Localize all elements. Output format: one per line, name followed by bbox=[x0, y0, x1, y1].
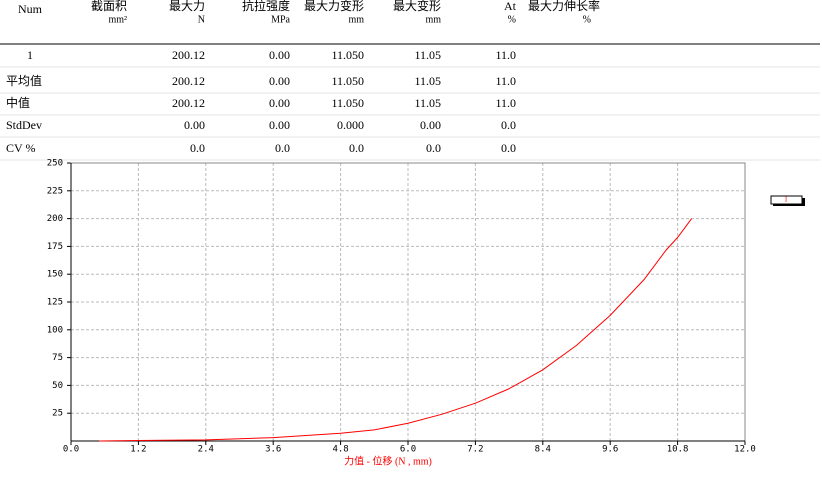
cell: 11.050 bbox=[331, 48, 364, 62]
cell: 11.0 bbox=[495, 74, 516, 88]
column-header: 最大力 bbox=[169, 0, 205, 13]
column-unit: % bbox=[508, 14, 516, 25]
y-tick-label: 225 bbox=[47, 186, 63, 196]
x-tick-label: 0.0 bbox=[63, 445, 79, 455]
cell: 0.000 bbox=[337, 118, 364, 132]
y-tick-label: 75 bbox=[52, 353, 63, 363]
cell: 11.05 bbox=[414, 74, 441, 88]
legend-box bbox=[770, 195, 803, 205]
cell: 0.0 bbox=[501, 141, 516, 155]
cell: 11.050 bbox=[331, 96, 364, 110]
column-unit: mm bbox=[425, 14, 441, 25]
y-tick-label: 50 bbox=[52, 381, 63, 391]
cell: 0.00 bbox=[269, 96, 290, 110]
x-tick-label: 2.4 bbox=[198, 445, 214, 455]
column-header: 抗拉强度 bbox=[242, 0, 290, 13]
column-header: 截面积 bbox=[91, 0, 127, 13]
row-label: StdDev bbox=[6, 118, 42, 132]
column-header: 最大变形 bbox=[393, 0, 441, 13]
cell: 0.00 bbox=[184, 118, 205, 132]
x-tick-label: 8.4 bbox=[535, 445, 551, 455]
cell: 11.0 bbox=[495, 96, 516, 110]
x-tick-label: 3.6 bbox=[265, 445, 281, 455]
y-tick-label: 25 bbox=[52, 409, 63, 419]
x-axis-label: 力值 - 位移 (N , mm) bbox=[344, 454, 432, 467]
y-tick-label: 150 bbox=[47, 270, 63, 280]
cell: 0.0 bbox=[275, 141, 290, 155]
column-header: Num bbox=[18, 2, 43, 16]
legend-entry: 1 bbox=[784, 196, 788, 204]
column-header: 最大力伸长率 bbox=[528, 0, 600, 13]
x-tick-label: 12.0 bbox=[734, 445, 756, 455]
x-tick-label: 7.2 bbox=[467, 445, 483, 455]
column-header: At bbox=[504, 0, 517, 13]
x-tick-label: 4.8 bbox=[332, 445, 348, 455]
column-unit: mm² bbox=[108, 14, 127, 25]
cell: 0.00 bbox=[269, 118, 290, 132]
cell: 0.00 bbox=[269, 48, 290, 62]
cell: 0.0 bbox=[501, 118, 516, 132]
y-tick-label: 175 bbox=[47, 242, 63, 252]
column-unit: mm bbox=[348, 14, 364, 25]
y-tick-label: 200 bbox=[47, 214, 63, 224]
cell: 0.0 bbox=[190, 141, 205, 155]
row-label: 中值 bbox=[6, 95, 30, 110]
column-header: 最大力变形 bbox=[304, 0, 364, 13]
cell: 200.12 bbox=[172, 96, 205, 110]
cell: 0.00 bbox=[420, 118, 441, 132]
cell: 11.050 bbox=[331, 74, 364, 88]
column-unit: MPa bbox=[271, 14, 290, 25]
y-tick-label: 100 bbox=[47, 325, 63, 335]
cell: 0.0 bbox=[349, 141, 364, 155]
x-tick-label: 10.8 bbox=[667, 445, 689, 455]
cell: 0.00 bbox=[269, 74, 290, 88]
cell: 0.0 bbox=[426, 141, 441, 155]
column-unit: % bbox=[583, 14, 591, 25]
y-tick-label: 125 bbox=[47, 298, 63, 308]
cell: 11.05 bbox=[414, 96, 441, 110]
column-unit: N bbox=[198, 14, 205, 25]
cell: 11.05 bbox=[414, 48, 441, 62]
x-tick-label: 6.0 bbox=[400, 445, 416, 455]
y-tick-label: 250 bbox=[47, 159, 63, 169]
row-label: 1 bbox=[27, 48, 33, 62]
row-label: CV % bbox=[6, 141, 35, 155]
cell: 11.0 bbox=[495, 48, 516, 62]
cell: 200.12 bbox=[172, 74, 205, 88]
cell: 200.12 bbox=[172, 48, 205, 62]
x-tick-label: 9.6 bbox=[602, 445, 618, 455]
curve bbox=[99, 218, 693, 442]
x-tick-label: 1.2 bbox=[130, 445, 146, 455]
row-label: 平均值 bbox=[6, 73, 42, 88]
